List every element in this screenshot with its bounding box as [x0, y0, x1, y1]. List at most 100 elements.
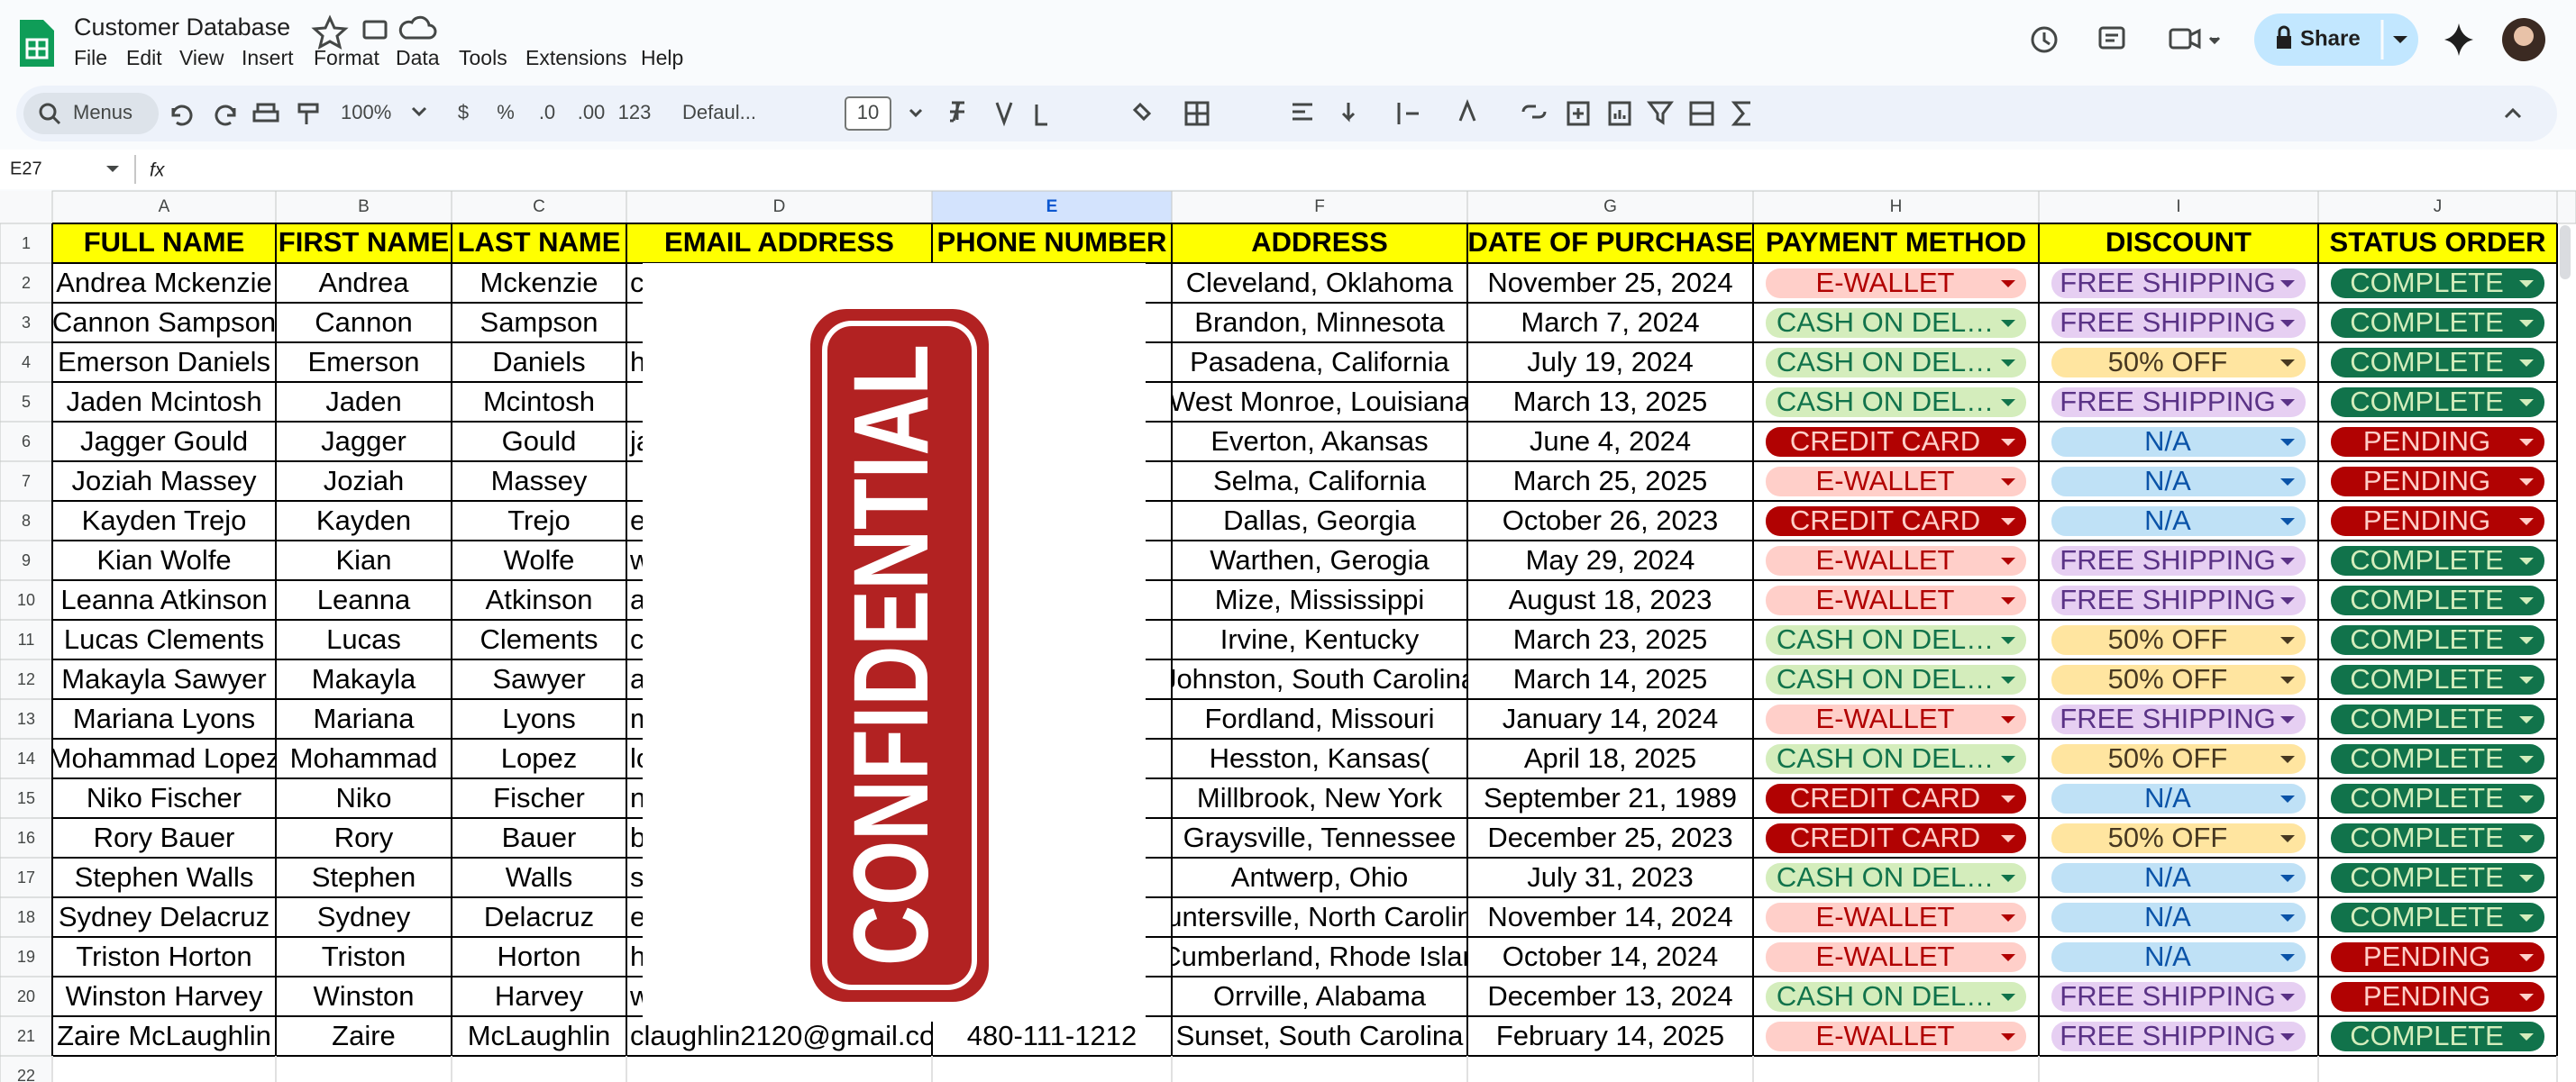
toolbar-decrease-decimal[interactable]: .0 — [539, 101, 555, 123]
chip-arrow[interactable] — [2519, 954, 2534, 961]
toolbar-icon[interactable] — [297, 103, 319, 124]
chip-arrow[interactable] — [2519, 1033, 2534, 1041]
cell-text[interactable]: Pasadena, California — [1190, 346, 1450, 377]
dropdown-chip[interactable] — [2331, 546, 2544, 576]
chip-arrow[interactable] — [2280, 796, 2295, 803]
cell-text[interactable]: November 25, 2024 — [1487, 267, 1732, 298]
row-number[interactable]: 1 — [22, 234, 31, 252]
dropdown-chip[interactable] — [2051, 308, 2306, 338]
cell-text[interactable]: 480-111-1212 — [967, 1020, 1137, 1051]
column-title[interactable]: PAYMENT METHOD — [1766, 226, 2026, 258]
chip-label[interactable]: COMPLETE — [2350, 782, 2504, 814]
cell-text[interactable]: Mohammad — [290, 742, 438, 774]
dropdown-chip[interactable] — [2051, 1022, 2306, 1051]
cell-text[interactable]: June 4, 2024 — [1530, 425, 1691, 457]
column-title[interactable]: FULL NAME — [84, 226, 245, 258]
menu-item[interactable]: Tools — [459, 46, 507, 69]
cell-text[interactable]: Triston Horton — [76, 941, 251, 972]
chip-arrow[interactable] — [2519, 558, 2534, 565]
cell-text[interactable]: March 7, 2024 — [1521, 306, 1699, 338]
chip-arrow[interactable] — [2280, 280, 2295, 287]
cell-text[interactable]: March 13, 2025 — [1513, 386, 1707, 417]
cell-text[interactable]: Harvey — [495, 980, 584, 1012]
cell-text[interactable]: Hesston, Kansas( — [1210, 742, 1430, 774]
share-button[interactable] — [2254, 14, 2418, 66]
cell-text[interactable]: December 25, 2023 — [1487, 822, 1732, 853]
column-header[interactable] — [451, 190, 627, 224]
chip-label[interactable]: FREE SHIPPING — [2060, 267, 2275, 298]
chip-label[interactable]: COMPLETE — [2350, 346, 2504, 377]
column-letter[interactable]: J — [2434, 197, 2443, 216]
dropdown-chip[interactable] — [1766, 308, 2026, 338]
chip-label[interactable]: E-WALLET — [1816, 584, 1955, 615]
chip-arrow[interactable] — [2001, 994, 2015, 1001]
chip-label[interactable]: FREE SHIPPING — [2060, 386, 2275, 417]
chip-label[interactable]: E-WALLET — [1816, 465, 1955, 496]
toolbar-icon[interactable] — [1731, 101, 1750, 126]
chip-arrow[interactable] — [2280, 359, 2295, 367]
chip-label[interactable]: CREDIT CARD — [1790, 782, 1980, 814]
cell-text[interactable]: Mize, Mississippi — [1215, 584, 1425, 615]
cell-text[interactable]: a — [630, 663, 646, 695]
share-label[interactable]: Share — [2300, 26, 2361, 50]
toolbar-icon[interactable] — [1608, 101, 1631, 126]
cell-text[interactable]: Stephen — [312, 861, 416, 893]
row-number[interactable]: 13 — [17, 710, 35, 728]
toolbar-icon[interactable] — [1647, 101, 1674, 125]
chip-arrow[interactable] — [2001, 518, 2015, 525]
toolbar-icon[interactable] — [215, 105, 236, 126]
chip-arrow[interactable] — [2280, 994, 2295, 1001]
row-number[interactable]: 2 — [22, 274, 31, 292]
row-number[interactable]: 15 — [17, 789, 35, 807]
dropdown-chip[interactable] — [2051, 546, 2306, 576]
chip-label[interactable]: E-WALLET — [1816, 267, 1955, 298]
dropdown-chip[interactable] — [2331, 784, 2544, 814]
toolbar-icons[interactable] — [171, 98, 2522, 127]
cell-text[interactable]: Emerson Daniels — [58, 346, 270, 377]
chip-arrow[interactable] — [2280, 597, 2295, 605]
cell-text[interactable]: February 14, 2025 — [1496, 1020, 1724, 1051]
share-dropdown[interactable] — [2393, 36, 2407, 43]
chip-arrow[interactable] — [2280, 954, 2295, 961]
dropdown-chip[interactable] — [2331, 427, 2544, 457]
dropdown-chip[interactable] — [1766, 387, 2026, 417]
row-header[interactable] — [0, 579, 53, 621]
cell-text[interactable]: Orrville, Alabama — [1213, 980, 1427, 1012]
row-header[interactable] — [0, 936, 53, 977]
dropdown-chip[interactable] — [1766, 625, 2026, 655]
row-number[interactable]: 17 — [17, 868, 35, 887]
chip-arrow[interactable] — [2519, 796, 2534, 803]
cell-text[interactable]: Winston Harvey — [66, 980, 263, 1012]
cell-text[interactable]: July 31, 2023 — [1527, 861, 1693, 893]
row-number[interactable]: 16 — [17, 829, 35, 847]
chip-arrow[interactable] — [2519, 994, 2534, 1001]
cell-text[interactable]: Selma, California — [1213, 465, 1427, 496]
column-title[interactable]: LAST NAME — [458, 226, 621, 258]
chip-label[interactable]: COMPLETE — [2350, 584, 2504, 615]
chip-arrow[interactable] — [2519, 637, 2534, 644]
cell-text[interactable]: untersville, North Carolin — [1166, 901, 1472, 932]
toolbar-increase-decimal[interactable]: .00 — [578, 101, 606, 123]
row-number[interactable]: 5 — [22, 393, 31, 411]
row-header[interactable] — [0, 223, 53, 264]
menu-item[interactable]: Help — [641, 46, 683, 69]
cell-text[interactable]: September 21, 1989 — [1484, 782, 1737, 814]
row-number[interactable]: 18 — [17, 908, 35, 926]
chip-label[interactable]: COMPLETE — [2350, 386, 2504, 417]
font-size-box[interactable] — [845, 96, 891, 131]
toolbar-icon[interactable] — [909, 108, 923, 118]
toolbar-icon[interactable] — [252, 103, 279, 123]
chip-label[interactable]: COMPLETE — [2350, 703, 2504, 734]
cell-text[interactable]: Makayla — [312, 663, 416, 695]
chip-label[interactable]: N/A — [2144, 901, 2191, 932]
cell-text[interactable]: March 25, 2025 — [1513, 465, 1707, 496]
dropdown-chip[interactable] — [1766, 784, 2026, 814]
dropdown-chip[interactable] — [2331, 1022, 2544, 1051]
chip-arrow[interactable] — [2519, 439, 2534, 446]
cell-text[interactable]: Rory Bauer — [94, 822, 235, 853]
chip-label[interactable]: COMPLETE — [2350, 822, 2504, 853]
chip-label[interactable]: E-WALLET — [1816, 901, 1955, 932]
cell-text[interactable]: Lucas — [326, 623, 401, 655]
dropdown-chip[interactable] — [2331, 942, 2544, 972]
chip-arrow[interactable] — [2280, 518, 2295, 525]
